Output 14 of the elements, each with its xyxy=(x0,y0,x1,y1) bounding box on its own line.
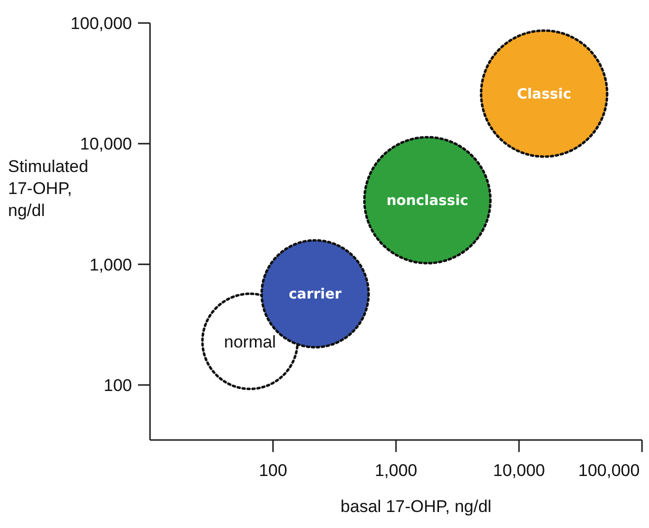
y-tick-label: 100 xyxy=(104,376,132,395)
y-tick-label: 1,000 xyxy=(89,255,132,274)
series-label: normal xyxy=(224,332,276,352)
x-tick-label: 100,000 xyxy=(578,461,640,480)
series-label: Classic xyxy=(516,86,572,102)
y-tick-label: 10,000 xyxy=(80,134,132,154)
y-tick-label: 100,000 xyxy=(70,14,132,33)
series-label: carrier xyxy=(288,286,342,303)
x-tick-label: 1,000 xyxy=(374,461,418,480)
series-label: nonclassic xyxy=(386,193,468,210)
x-tick-label: 100 xyxy=(258,461,288,480)
x-tick-label: 10,000 xyxy=(493,461,545,480)
x-axis-title: basal 17-OHP, ng/dl xyxy=(340,497,492,516)
y-axis-title: Stimulated 17-OHP, ng/dl xyxy=(8,157,88,220)
